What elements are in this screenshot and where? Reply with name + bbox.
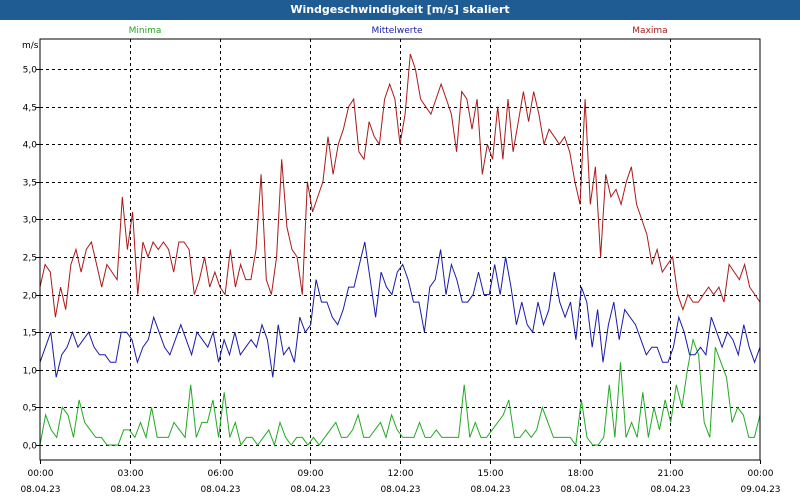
x-tick-date-label: 09.04.23	[740, 485, 780, 495]
x-tick-date-label: 08.04.23	[200, 485, 240, 495]
axes: 0,0 0,5 1,0 1,5 2,0 2,5 3,0 3,5 4,0 4,5 5,0 m/s 00:0…	[20, 38, 781, 495]
series-line-minima	[39, 337, 761, 447]
x-tick-time-label: 00:00	[28, 469, 54, 479]
y-tick-label: 3,5	[23, 179, 37, 189]
y-axis-label: m/s	[22, 41, 39, 51]
chart-title: Windgeschwindigkeit [m/s] skaliert	[0, 0, 800, 20]
legend: Minima Mittelwerte Maxima	[129, 26, 668, 36]
y-tick-label: 1,5	[23, 329, 37, 339]
x-tick-time-label: 03:00	[118, 469, 144, 479]
x-tick-date-label: 08.04.23	[380, 485, 420, 495]
x-tick-date-label: 08.04.23	[110, 485, 150, 495]
x-tick-time-label: 00:00	[748, 469, 774, 479]
y-tick-label: 2,0	[23, 292, 38, 302]
x-tick-date-label: 08.04.23	[650, 485, 690, 495]
y-tick-label: 5,0	[23, 66, 38, 76]
y-tick-label: 0,0	[23, 442, 38, 452]
y-tick-label: 2,5	[23, 254, 37, 264]
x-tick-time-label: 09:00	[298, 469, 324, 479]
series-line-maxima	[39, 53, 761, 318]
x-tick-date-label: 08.04.23	[20, 485, 60, 495]
y-tick-label: 1,0	[23, 367, 38, 377]
y-tick-label: 4,0	[23, 141, 38, 151]
series-line-mittelwerte	[39, 241, 761, 378]
legend-minima: Minima	[129, 26, 162, 36]
x-tick-date-label: 08.04.23	[290, 485, 330, 495]
y-tick-label: 0,5	[23, 404, 37, 414]
legend-mittelwerte: Mittelwerte	[371, 26, 422, 36]
y-tick-label: 3,0	[23, 216, 38, 226]
x-tick-time-label: 12:00	[388, 469, 414, 479]
grid-lines	[40, 39, 760, 460]
x-tick-time-label: 21:00	[658, 469, 684, 479]
x-tick-time-label: 18:00	[568, 469, 594, 479]
x-tick-time-label: 06:00	[208, 469, 234, 479]
legend-maxima: Maxima	[632, 26, 667, 36]
x-tick-time-label: 15:00	[478, 469, 504, 479]
x-tick-date-label: 08.04.23	[560, 485, 600, 495]
y-tick-label: 4,5	[23, 104, 37, 114]
series-lines	[39, 53, 761, 447]
wind-speed-chart: 0,0 0,5 1,0 1,5 2,0 2,5 3,0 3,5 4,0 4,5 5,0 m/s 00:0…	[20, 26, 781, 495]
x-tick-date-label: 08.04.23	[470, 485, 510, 495]
